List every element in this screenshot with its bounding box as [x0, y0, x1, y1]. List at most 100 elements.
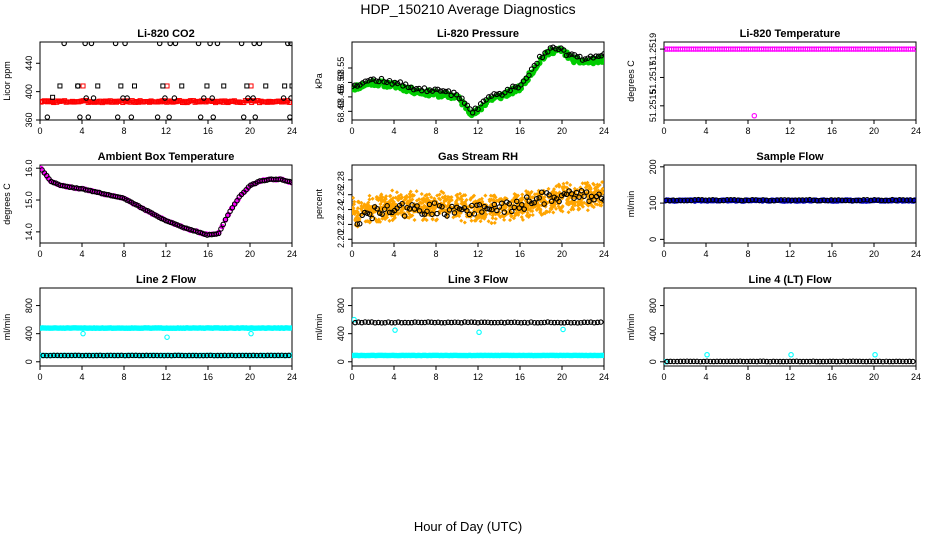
data-point: [391, 217, 396, 222]
data-point: [402, 81, 409, 87]
data-point: [392, 79, 398, 86]
data-point: [713, 197, 720, 203]
data-point: [594, 319, 601, 326]
data-point: [525, 210, 530, 215]
data-point: [767, 197, 773, 204]
data-point: [398, 192, 403, 197]
data-point: [595, 53, 602, 59]
data-point: [847, 358, 853, 365]
data-point: [399, 200, 405, 207]
y-tick-label: 440: [24, 56, 34, 71]
data-point: [753, 197, 759, 203]
data-point: [455, 195, 460, 200]
x-tick-label: 12: [161, 249, 171, 259]
x-tick-label: 24: [287, 126, 297, 136]
data-point: [225, 212, 231, 219]
data-point: [502, 217, 507, 222]
series-black: [40, 167, 292, 238]
data-point: [521, 206, 527, 212]
data-point: [352, 206, 356, 211]
data-point: [455, 319, 461, 326]
data-point: [717, 358, 724, 365]
data-point: [268, 352, 274, 359]
data-point: [507, 87, 513, 94]
data-point: [458, 197, 463, 202]
data-point: [910, 46, 916, 52]
data-point: [389, 81, 395, 87]
data-point: [210, 114, 217, 120]
data-point: [357, 216, 362, 221]
data-point: [671, 358, 677, 365]
data-point: [392, 327, 398, 333]
x-tick-label: 12: [473, 249, 483, 259]
series-black: [40, 352, 292, 359]
data-point: [600, 352, 604, 359]
data-point: [445, 319, 451, 326]
data-point: [472, 105, 479, 112]
data-point: [797, 358, 803, 365]
data-point: [886, 197, 892, 204]
y-tick-label: 68.55: [336, 57, 346, 80]
data-point: [730, 358, 737, 365]
data-point: [193, 352, 200, 359]
data-point: [467, 106, 473, 112]
data-point: [591, 205, 596, 210]
data-point: [536, 195, 542, 201]
data-point: [362, 78, 369, 84]
data-point: [664, 358, 670, 365]
data-point: [454, 193, 459, 198]
data-point: [697, 358, 704, 365]
data-point: [419, 211, 425, 217]
x-tick-label: 4: [391, 249, 396, 259]
data-point: [464, 102, 471, 109]
data-point: [469, 110, 476, 116]
series-black: [352, 319, 604, 326]
x-tick-label: 12: [161, 372, 171, 382]
data-point: [551, 210, 556, 215]
data-point: [572, 200, 577, 205]
data-point: [432, 206, 437, 212]
data-point: [793, 358, 800, 365]
x-tick-label: 8: [745, 372, 750, 382]
data-point: [475, 106, 481, 112]
data-point: [383, 197, 388, 202]
data-point: [79, 352, 86, 359]
data-point: [93, 352, 100, 359]
data-point: [186, 226, 192, 232]
data-point: [548, 319, 554, 326]
data-point: [438, 197, 443, 202]
data-point: [593, 202, 598, 207]
x-tick-label: 20: [245, 126, 255, 136]
data-point: [511, 319, 518, 325]
series-black: [664, 196, 916, 204]
data-point: [439, 204, 445, 210]
data-point: [702, 197, 709, 203]
data-point: [896, 358, 903, 365]
x-tick-label: 16: [203, 372, 213, 382]
data-point: [552, 46, 559, 52]
data-point: [788, 352, 794, 358]
data-point: [483, 97, 489, 103]
data-point: [171, 95, 178, 101]
data-point: [448, 319, 455, 326]
data-point: [735, 197, 741, 203]
x-tick-label: 16: [515, 249, 525, 259]
data-point: [559, 205, 565, 210]
data-point: [497, 213, 502, 218]
x-tick-label: 4: [79, 126, 84, 136]
data-point: [451, 210, 458, 216]
data-point: [582, 200, 587, 205]
data-point: [554, 319, 561, 326]
data-point: [807, 196, 813, 203]
data-point: [565, 180, 570, 185]
data-point: [412, 217, 417, 223]
data-point: [785, 197, 791, 203]
data-point: [860, 197, 867, 203]
data-point: [581, 193, 587, 200]
data-point: [813, 358, 820, 365]
data-point: [167, 42, 173, 47]
data-point: [717, 197, 723, 204]
data-point: [225, 352, 232, 359]
data-point: [468, 197, 473, 202]
